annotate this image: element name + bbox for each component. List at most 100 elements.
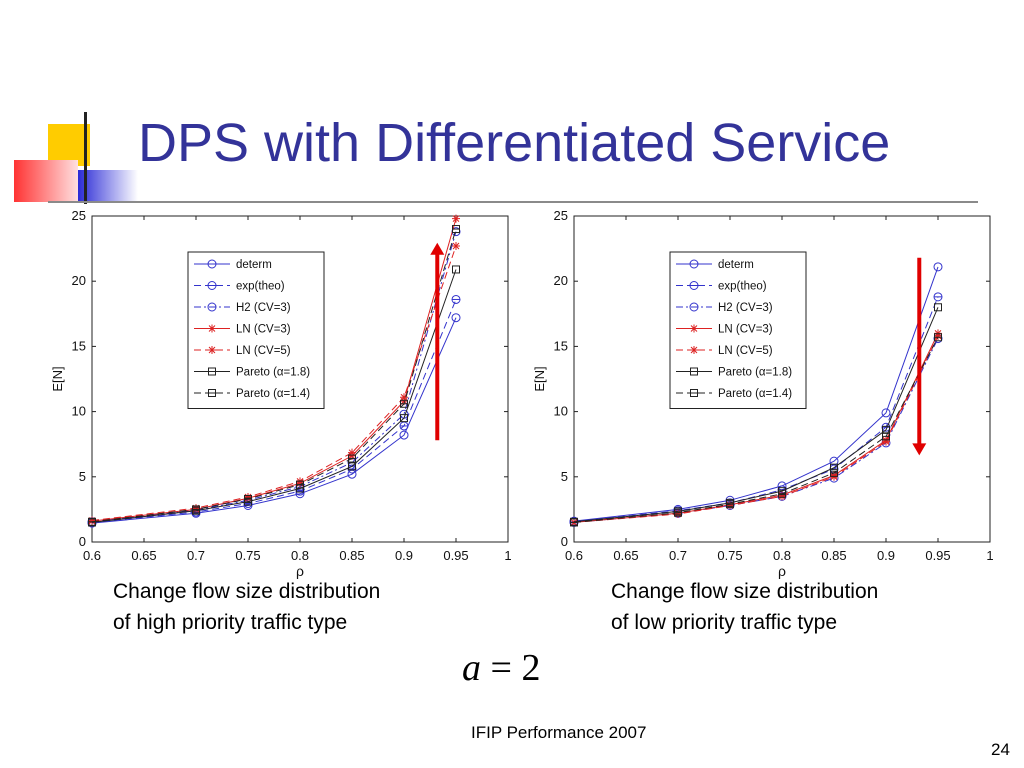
title-divider <box>48 201 978 203</box>
chart2-ytick-label: 5 <box>561 469 568 484</box>
chart2-data-point <box>934 303 942 312</box>
footer-text: IFIP Performance 2007 <box>471 723 647 742</box>
chart1-data-point <box>295 489 305 499</box>
chart1-data-point <box>244 493 252 502</box>
chart2-legend-marker <box>690 367 698 376</box>
chart1-data-point <box>400 393 408 402</box>
chart2-xtick-label: 0.95 <box>925 548 950 563</box>
chart2-data-point <box>934 331 942 340</box>
chart1-legend-marker <box>208 367 216 376</box>
chart1-xtick-label: 0.7 <box>187 548 205 563</box>
caption-left: Change flow size distribution of high pr… <box>113 576 380 638</box>
chart2-xlabel: ρ <box>778 563 786 579</box>
chart1-xtick-label: 0.75 <box>235 548 260 563</box>
chart1-xtick-label: 0.85 <box>339 548 364 563</box>
chart2-ytick-label: 10 <box>554 404 568 419</box>
caption-right: Change flow size distribution of low pri… <box>611 576 878 638</box>
decor-red-square <box>14 160 78 202</box>
chart1-data-point <box>452 214 460 223</box>
caption-right-line1: Change flow size distribution <box>611 580 879 603</box>
chart2-xtick-label: 0.7 <box>669 548 687 563</box>
chart2-series-line <box>573 307 939 523</box>
chart1-legend-marker <box>207 302 217 312</box>
chart2-data-point <box>830 463 838 472</box>
chart1-legend-label: exp(theo) <box>236 281 285 293</box>
chart2-data-point <box>674 509 682 518</box>
chart2-legend-label: LN (CV=5) <box>718 345 773 357</box>
chart2-legend-label: LN (CV=3) <box>718 324 773 336</box>
chart1-series-6 <box>88 225 460 526</box>
chart2-legend-label: H2 (CV=3) <box>718 302 773 314</box>
chart1-data-point <box>348 448 356 457</box>
chart2-xtick-label: 0.65 <box>613 548 638 563</box>
chart1-data-point <box>451 313 461 323</box>
chart1-legend-label: H2 (CV=3) <box>236 302 291 314</box>
chart2-ytick-label: 25 <box>554 208 568 223</box>
chart1-data-point <box>400 414 408 423</box>
chart2-xtick-label: 1 <box>986 548 993 563</box>
chart1-xlabel: ρ <box>296 563 304 579</box>
chart1-legend-marker <box>207 259 217 269</box>
chart2-legend-marker <box>690 324 698 333</box>
chart1-ylabel: E[N] <box>50 366 65 391</box>
chart1-legend-label: Pareto (α=1.4) <box>236 388 310 400</box>
chart2-legend-marker <box>689 302 699 312</box>
chart2-legend-label: Pareto (α=1.4) <box>718 388 792 400</box>
chart1-ytick-label: 25 <box>72 208 86 223</box>
chart-high-priority: 0.6 0.65 0.7 0.75 0.8 0.85 0.9 0.95 10510152025ρ… <box>50 208 512 579</box>
chart2-data-point <box>882 437 890 446</box>
chart2-data-point <box>881 408 891 418</box>
chart2-xtick-label: 0.9 <box>877 548 895 563</box>
decor-blue-square <box>78 170 138 202</box>
page-number: 24 <box>991 740 1010 759</box>
chart2-legend-marker <box>689 259 699 269</box>
chart2-xtick-label: 0.6 <box>565 548 583 563</box>
chart2-legend-label: exp(theo) <box>718 281 767 293</box>
chart1-legend-marker <box>208 324 216 333</box>
chart2-ylabel: E[N] <box>532 366 547 391</box>
chart1-xtick-label: 0.6 <box>83 548 101 563</box>
slide-title: DPS with Differentiated Service <box>138 113 891 173</box>
chart2-data-point <box>778 492 786 501</box>
chart1-legend-label: determ <box>236 259 272 271</box>
chart2-ytick-label: 0 <box>561 534 568 549</box>
chart1-data-point <box>192 504 200 513</box>
caption-left-line1: Change flow size distribution <box>113 580 381 603</box>
decor-yellow-square <box>48 124 90 166</box>
chart2-arrow-head <box>912 443 927 456</box>
chart2-ytick-label: 20 <box>554 273 568 288</box>
chart1-ytick-label: 15 <box>72 338 86 353</box>
chart2-data-point <box>726 501 734 510</box>
chart1-data-point <box>348 462 356 471</box>
chart1-ytick-label: 20 <box>72 273 86 288</box>
chart2-series-6 <box>570 333 942 527</box>
formula: a = 2 <box>462 646 540 690</box>
chart1-legend-label: LN (CV=3) <box>236 324 291 336</box>
caption-left-line2: of high priority traffic type <box>113 611 348 634</box>
chart1-ytick-label: 0 <box>79 534 86 549</box>
decor-vertical-bar <box>84 112 87 204</box>
chart1-xtick-label: 0.8 <box>291 548 309 563</box>
chart1-xtick-label: 0.95 <box>443 548 468 563</box>
chart1-ytick-label: 5 <box>79 469 86 484</box>
chart1-data-point <box>452 241 460 250</box>
chart2-data-point <box>933 262 943 272</box>
chart1-xtick-label: 0.9 <box>395 548 413 563</box>
chart2-ytick-label: 15 <box>554 338 568 353</box>
chart-low-priority: 0.6 0.65 0.7 0.75 0.8 0.85 0.9 0.95 10510152025ρ… <box>532 208 994 579</box>
chart1-xtick-label: 0.65 <box>131 548 156 563</box>
chart1-ytick-label: 10 <box>72 404 86 419</box>
caption-right-line2: of low priority traffic type <box>611 611 838 634</box>
chart2-legend-marker <box>690 346 698 354</box>
chart2-legend-label: Pareto (α=1.8) <box>718 367 792 379</box>
chart1-legend-label: LN (CV=5) <box>236 345 291 357</box>
chart2-legend-label: determ <box>718 259 754 271</box>
chart2-xtick-label: 0.85 <box>821 548 846 563</box>
chart1-legend-label: Pareto (α=1.8) <box>236 367 310 379</box>
chart1-data-point <box>399 430 409 440</box>
formula-equals: = <box>490 647 512 689</box>
chart2-xtick-label: 0.8 <box>773 548 791 563</box>
chart1-arrow-head <box>430 242 445 255</box>
chart1-data-point <box>88 516 96 525</box>
formula-value: 2 <box>521 647 541 689</box>
